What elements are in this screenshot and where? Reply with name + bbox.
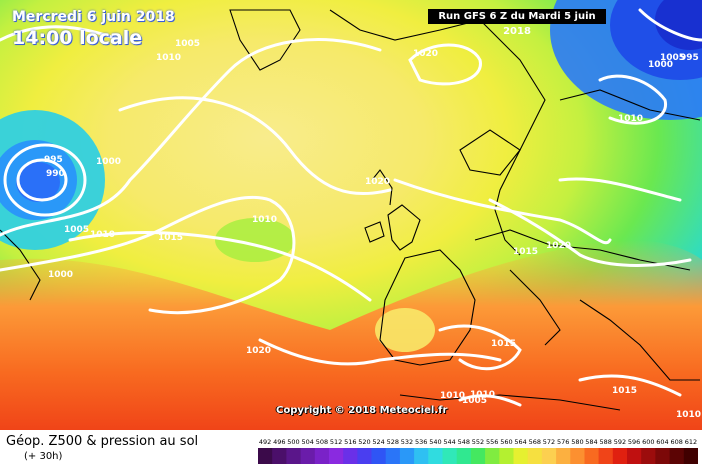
legend-value: 580 [571,438,583,446]
color-legend: 492 496 500 504 508 512 516 520 524 528 532 536 540 5… [258,438,698,464]
legend-swatch [385,448,401,464]
weather-map: 1005 1010 1020 1000 995 995 990 1000 100… [0,0,702,430]
pressure-label: 1010 [676,410,701,420]
pressure-label: 1020 [365,177,390,187]
pressure-label: 1010 [440,391,465,401]
legend-value: 572 [543,438,555,446]
forecast-time: 14:00 locale [12,27,143,49]
pressure-label: 1010 [252,215,277,225]
legend-value: 588 [599,438,611,446]
pressure-label: 1005 [462,396,487,406]
legend-value: 528 [387,438,399,446]
legend-value: 604 [656,438,668,446]
legend-swatch [655,448,671,464]
legend-value: 504 [301,438,313,446]
map-title: Géop. Z500 & pression au sol [6,434,199,449]
pressure-label: 1005 [64,225,89,235]
legend-value: 576 [557,438,569,446]
pressure-label: 1020 [413,49,438,59]
legend-value: 536 [415,438,427,446]
legend-value: 508 [316,438,328,446]
legend-value: 540 [429,438,441,446]
pressure-label: 1005 [175,39,200,49]
legend-value: 524 [372,438,384,446]
run-info: Run GFS 6 Z du Mardi 5 juin 2018 [428,9,606,37]
legend-value: 592 [614,438,626,446]
legend-value: 492 [259,438,271,446]
pressure-label: 1010 [90,230,115,240]
legend-value: 520 [358,438,370,446]
legend-value: 596 [628,438,640,446]
pressure-label: 1015 [612,386,637,396]
legend-value: 548 [458,438,470,446]
legend-value: 568 [529,438,541,446]
pressure-label: 1015 [513,247,538,257]
pressure-label: 995 [680,53,699,63]
legend-value: 564 [514,438,526,446]
legend-swatch [428,448,443,464]
legend-swatch [541,448,557,464]
legend-swatch [357,448,373,464]
legend-swatch [414,448,429,464]
legend-value: 600 [642,438,654,446]
legend-swatch [343,448,358,464]
legend-swatch [286,448,302,464]
copyright: Copyright © 2018 Meteociel.fr [276,405,448,416]
legend-swatch [627,448,642,464]
pressure-label: 1015 [158,233,183,243]
pressure-label: 1010 [618,114,643,124]
legend-swatch [371,448,387,464]
legend-swatch [300,448,316,464]
legend-swatch [527,448,543,464]
legend-swatch [485,448,500,464]
pressure-label: 1000 [48,270,73,280]
legend-swatch [399,448,415,464]
legend-value: 556 [486,438,498,446]
legend-value: 608 [670,438,682,446]
legend-value: 532 [401,438,413,446]
pressure-label: 1010 [470,390,495,400]
legend-value: 512 [330,438,342,446]
legend-swatch [584,448,600,464]
legend-swatch [314,448,330,464]
pressure-label: 1005 [660,53,685,63]
pressure-label: 1000 [648,60,673,70]
pressure-label: 1015 [491,339,516,349]
legend-swatch [329,448,344,464]
pressure-label: 1010 [156,53,181,63]
legend-swatch [669,448,685,464]
legend-value: 544 [443,438,455,446]
legend-swatch [272,448,287,464]
legend-swatch [570,448,585,464]
legend-swatch [258,448,273,464]
legend-value: 584 [585,438,597,446]
pressure-label: 1020 [246,346,271,356]
pressure-label: 1020 [546,241,571,251]
legend-swatch [499,448,514,464]
legend-value: 560 [500,438,512,446]
legend-value: 612 [685,438,697,446]
legend-swatch [470,448,486,464]
legend-swatch [598,448,614,464]
forecast-step: (+ 30h) [24,451,63,462]
legend-swatch [556,448,571,464]
legend-value: 496 [273,438,285,446]
legend-value: 516 [344,438,356,446]
pressure-label: 995 [44,155,63,165]
legend-value: 500 [287,438,299,446]
legend-value: 552 [472,438,484,446]
legend-swatch [456,448,472,464]
legend-swatch [641,448,656,464]
legend-swatch [513,448,529,464]
legend-swatch [683,448,698,464]
pressure-label: 990 [46,169,65,179]
forecast-date: Mercredi 6 juin 2018 [12,9,175,25]
legend-swatch [612,448,628,464]
pressure-label: 1000 [96,157,121,167]
legend-swatch [442,448,458,464]
